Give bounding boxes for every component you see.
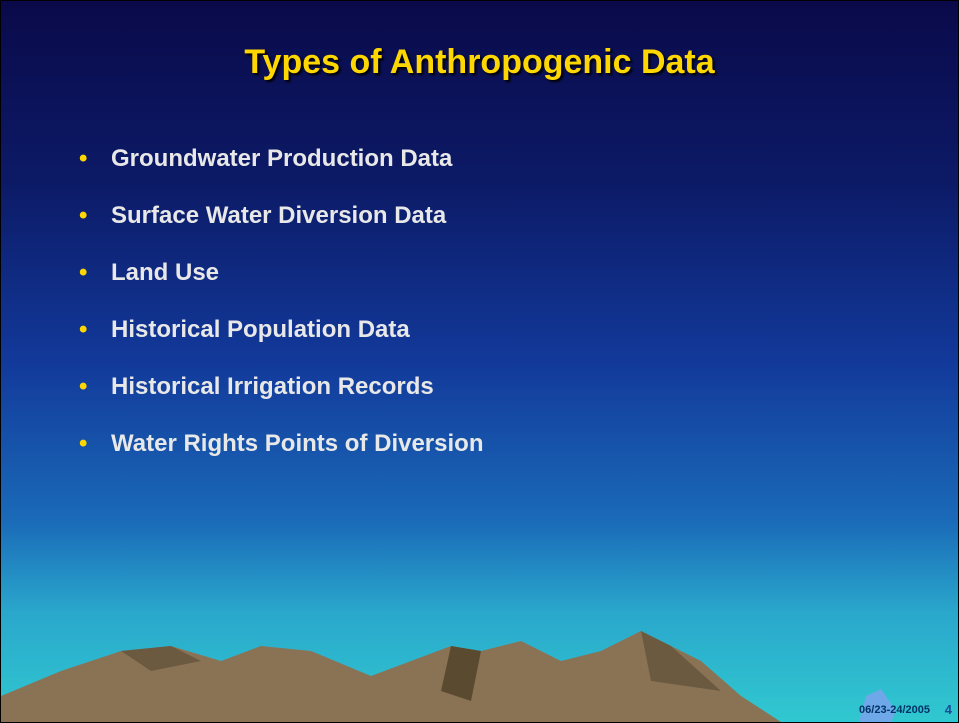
slide-title: Types of Anthropogenic Data (1, 43, 958, 82)
bullet-item: •Land Use (79, 255, 483, 312)
bullet-item: •Historical Population Data (79, 312, 483, 369)
bullet-marker: • (79, 255, 111, 291)
footer-date: 06/23-24/2005 (859, 704, 930, 716)
bullet-item: •Surface Water Diversion Data (79, 198, 483, 255)
bullet-text: Surface Water Diversion Data (111, 202, 446, 229)
bullet-text: Groundwater Production Data (111, 145, 452, 172)
bullet-marker: • (79, 198, 111, 234)
bullet-marker: • (79, 141, 111, 177)
bullet-text: Historical Irrigation Records (111, 373, 434, 400)
slide: Types of Anthropogenic Data •Groundwater… (0, 0, 959, 723)
bullet-marker: • (79, 312, 111, 348)
bullet-text: Historical Population Data (111, 316, 410, 343)
page-number: 4 (945, 702, 952, 717)
bullet-item: •Water Rights Points of Diversion (79, 426, 483, 483)
mountains (1, 601, 958, 722)
bullet-list: •Groundwater Production Data•Surface Wat… (79, 141, 483, 483)
page: {"title": "Types of Anthropogenic Data",… (0, 0, 959, 723)
bullet-item: •Historical Irrigation Records (79, 369, 483, 426)
bullet-marker: • (79, 369, 111, 405)
bullet-text: Land Use (111, 259, 219, 286)
bullet-marker: • (79, 426, 111, 462)
bullet-text: Water Rights Points of Diversion (111, 430, 483, 457)
bullet-item: •Groundwater Production Data (79, 141, 483, 198)
